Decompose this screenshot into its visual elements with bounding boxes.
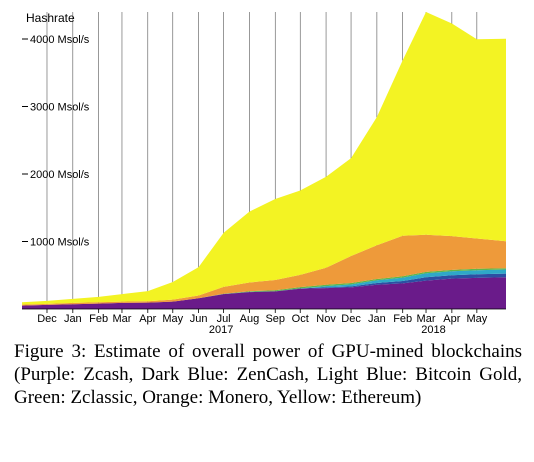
x-tick-label: Apr — [443, 313, 460, 325]
x-tick-label: Nov — [316, 313, 336, 325]
x-axis-ticks: Dec Jan Feb Mar Apr May Jun Jul Aug Sep Oct Nov Dec J… — [37, 309, 488, 336]
y-tick-label: 1000 Msol/s — [30, 237, 90, 249]
year-label: 2018 — [421, 324, 445, 336]
x-tick-label: Dec — [341, 313, 361, 325]
x-tick-label: Mar — [112, 313, 131, 325]
stacked-areas — [22, 12, 506, 310]
area-monero — [22, 234, 506, 306]
area-zencash — [22, 273, 506, 306]
area-zcash — [22, 277, 506, 309]
x-tick-label: Mar — [417, 313, 436, 325]
x-tick-label: Sep — [265, 313, 285, 325]
figure-caption: Figure 3: Estimate of overall power of G… — [14, 341, 522, 408]
y-axis-ticks: 1000 Msol/s 2000 Msol/s 3000 Msol/s 4000 Ms… — [22, 34, 90, 249]
y-tick-label: 4000 Msol/s — [30, 34, 90, 46]
y-tick-label: 2000 Msol/s — [30, 169, 90, 181]
x-tick-label: Jan — [368, 313, 386, 325]
x-tick-label: Jun — [190, 313, 208, 325]
x-tick-label: Jul — [217, 313, 231, 325]
hashrate-chart: 1000 Msol/s 2000 Msol/s 3000 Msol/s 4000 Ms… — [22, 11, 506, 336]
x-tick-label: Dec — [37, 313, 57, 325]
x-tick-label: Feb — [89, 313, 108, 325]
x-tick-label: May — [162, 313, 183, 325]
x-tick-label: Aug — [240, 313, 260, 325]
x-tick-label: Jan — [64, 313, 82, 325]
x-tick-label: Apr — [139, 313, 156, 325]
x-tick-label: Oct — [292, 313, 309, 325]
x-tick-label: Feb — [393, 313, 412, 325]
y-tick-label: 3000 Msol/s — [30, 102, 90, 114]
area-ethereum — [22, 12, 506, 305]
area-bitcoin-gold — [22, 269, 506, 306]
y-axis-label: Hashrate — [26, 11, 75, 25]
x-tick-label: May — [466, 313, 487, 325]
year-label: 2017 — [209, 324, 233, 336]
